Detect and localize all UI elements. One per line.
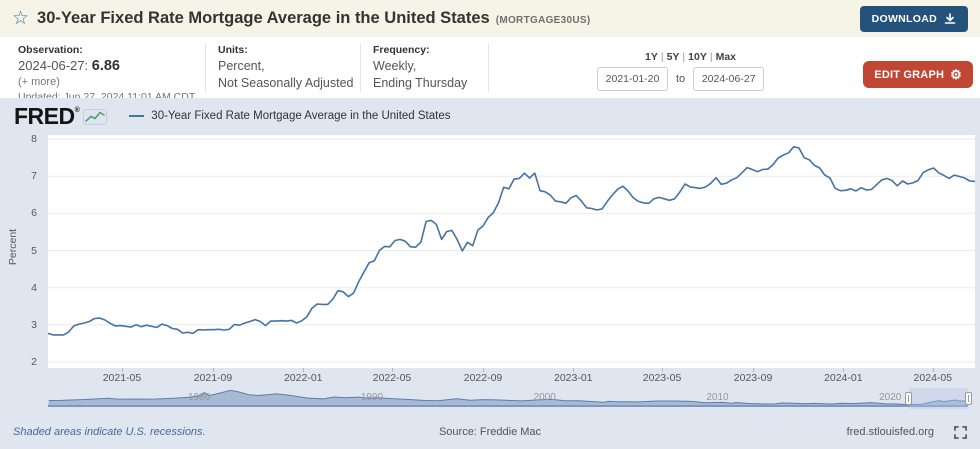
x-axis-label: 2022-09 (463, 372, 503, 384)
range-separator: | (682, 51, 686, 63)
page-header: ☆ 30-Year Fixed Rate Mortgage Average in… (0, 0, 980, 37)
x-axis-label: 2021-05 (102, 372, 142, 384)
download-button[interactable]: DOWNLOAD (859, 5, 968, 32)
x-axis-label: 2023-09 (733, 372, 773, 384)
range-10y[interactable]: 10Y (688, 51, 707, 63)
range-5y[interactable]: 5Y (666, 51, 680, 63)
y-axis-label: 2 (31, 356, 37, 368)
chart-footer: Shaded areas indicate U.S. recessions. S… (0, 415, 980, 449)
observation-label: Observation: (18, 44, 83, 56)
divider (205, 44, 206, 92)
y-axis-label: 3 (31, 318, 37, 331)
edit-graph-label: EDIT GRAPH (874, 68, 945, 81)
fred-logo-reg: ® (74, 107, 80, 114)
chart-region: FRED ® 30-Year Fixed Rate Mortgage Averag… (0, 98, 980, 415)
frequency-value-line1: Weekly, (373, 59, 417, 73)
frequency-section: Frequency: Weekly, Ending Thursday (373, 44, 467, 92)
download-button-label: DOWNLOAD (871, 12, 937, 25)
x-axis-tickmark (932, 368, 934, 372)
end-date-input[interactable] (693, 67, 765, 91)
units-label: Units: (218, 44, 248, 56)
edit-graph-button[interactable]: EDIT GRAPH ⚙ (863, 61, 973, 88)
fred-site-link[interactable]: fred.stlouisfed.org (846, 426, 935, 438)
y-axis-label: 7 (31, 170, 37, 183)
x-axis-tickmark (662, 368, 664, 372)
x-axis-label: 2021-09 (193, 372, 233, 384)
observation-value: 2024-06-27: 6.86 (18, 58, 195, 74)
line-chart (48, 138, 975, 363)
chart-header-row: FRED ® 30-Year Fixed Rate Mortgage Averag… (14, 105, 450, 128)
divider (360, 44, 361, 92)
series-id: (MORTGAGE30US) (495, 14, 591, 26)
legend-label: 30-Year Fixed Rate Mortgage Average in t… (151, 110, 451, 122)
fred-sparkline-icon (83, 109, 108, 125)
minimap-decade-label: 2000 (533, 392, 556, 403)
minimap-selection-window[interactable] (905, 388, 972, 409)
units-value-line2: Not Seasonally Adjusted (218, 76, 354, 90)
observation-number: 6.86 (91, 58, 120, 74)
minimap-decade-label: 2010 (706, 392, 729, 403)
recessions-note: Shaded areas indicate U.S. recessions. (13, 426, 206, 438)
x-axis-tickmark (573, 368, 575, 372)
page-title: 30-Year Fixed Rate Mortgage Average in t… (37, 9, 490, 27)
x-axis-label: 2023-05 (642, 372, 682, 384)
range-separator: | (709, 51, 713, 63)
x-axis-tickmark (753, 368, 755, 372)
download-icon (944, 12, 956, 24)
minimap-decade-label: 1990 (360, 392, 384, 403)
gear-icon: ⚙ (950, 67, 962, 82)
minimap-decade-label: 1980 (188, 392, 211, 403)
minimap-area-chart (48, 390, 968, 407)
y-axis-labels: 2 3 4 5 6 7 8 (0, 133, 44, 368)
y-axis-label: 5 (31, 244, 37, 257)
meta-bar: Observation: 2024-06-27: 6.86 (+ more) U… (0, 37, 980, 103)
y-axis-label: 6 (31, 207, 37, 220)
x-axis-label: 2024-01 (824, 372, 863, 384)
range-1y[interactable]: 1Y (645, 51, 658, 63)
units-value-line1: Percent, (218, 59, 265, 73)
frequency-value-line2: Ending Thursday (373, 76, 468, 90)
x-axis-tickmark (392, 368, 394, 372)
observation-section: Observation: 2024-06-27: 6.86 (+ more) U… (18, 44, 195, 103)
fullscreen-icon[interactable] (954, 425, 967, 439)
range-selector: 1Y | 5Y | 10Y | Max (645, 51, 736, 63)
observation-date: 2024-06-27: (18, 58, 89, 73)
range-separator: | (660, 51, 664, 63)
minimap-scrollbar[interactable] (48, 390, 968, 407)
divider (488, 44, 489, 92)
x-axis-label: 2023-01 (553, 372, 593, 384)
chart-legend: 30-Year Fixed Rate Mortgage Average in t… (129, 110, 450, 122)
favorite-star-icon[interactable]: ☆ (12, 8, 30, 29)
minimap-left-handle[interactable] (905, 392, 912, 405)
x-axis-label: 2024-05 (913, 372, 953, 384)
frequency-label: Frequency: (373, 44, 430, 56)
y-axis-label: 4 (31, 281, 37, 294)
fred-logo[interactable]: FRED ® (14, 103, 108, 129)
minimap-right-handle[interactable] (965, 392, 972, 405)
x-axis-tickmark (483, 368, 485, 372)
legend-line-swatch (129, 115, 145, 117)
more-observations-link[interactable]: (+ more) (18, 76, 60, 88)
x-axis-label: 2022-01 (283, 372, 323, 384)
fred-logo-text: FRED (14, 103, 75, 129)
y-axis-label: 8 (31, 133, 37, 145)
start-date-input[interactable] (597, 67, 668, 91)
main-chart-plot[interactable] (48, 135, 975, 368)
range-max[interactable]: Max (715, 51, 737, 63)
x-axis-tickmark (843, 368, 845, 372)
source-text: Source: Freddie Mac (438, 426, 542, 438)
units-section: Units: Percent, Not Seasonally Adjusted (218, 44, 354, 92)
x-axis-tickmark (121, 368, 123, 372)
x-axis-tickmark (212, 368, 214, 372)
to-label: to (676, 73, 686, 85)
x-axis-label: 2022-05 (372, 372, 412, 384)
x-axis-tickmark (303, 368, 305, 372)
minimap-decade-label: 2020 (879, 392, 902, 403)
x-axis-labels: 2021-05 2021-09 2022-01 2022-05 2022-09 2023-… (0, 368, 980, 390)
date-range-controls: to (597, 67, 765, 91)
